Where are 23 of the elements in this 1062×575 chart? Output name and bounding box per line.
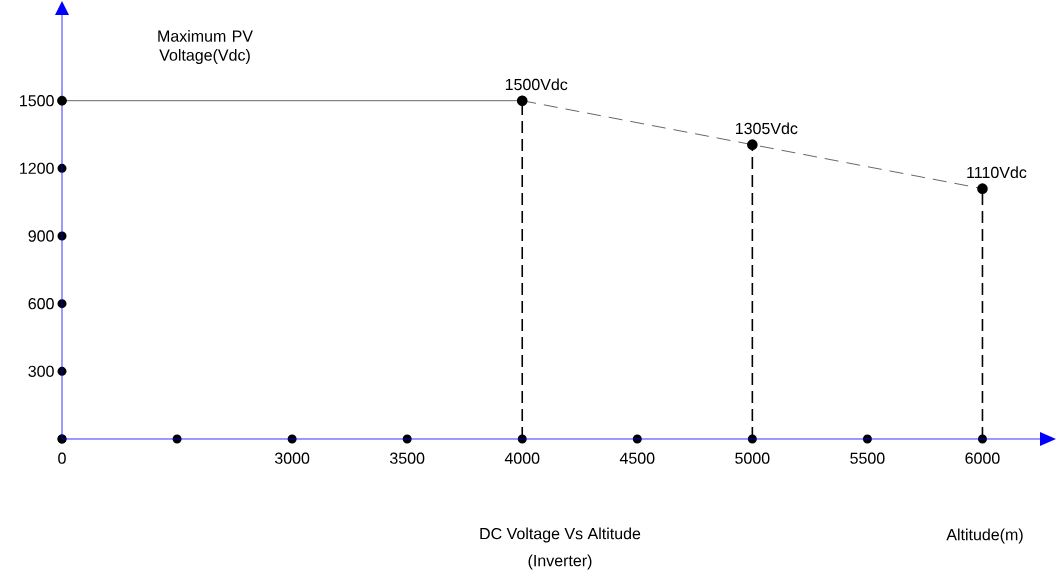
text: (Inverter) <box>528 554 592 570</box>
x-axis-title: Altitude(m) <box>946 528 1023 544</box>
y-axis-title: Maximum PV Voltage(Vdc) <box>158 30 253 64</box>
point <box>747 139 758 150</box>
y-tick-label: 900 <box>28 230 54 242</box>
point <box>977 183 988 194</box>
point <box>57 95 67 106</box>
data-label: 1110Vdc <box>967 166 1027 179</box>
x-tick-label: 4000 <box>504 452 540 464</box>
y-tick-label: 1200 <box>20 162 54 175</box>
x-tick-label: 5000 <box>735 452 770 464</box>
y-tick-label: 300 <box>28 365 54 377</box>
y-tick-label: 1500 <box>20 95 54 107</box>
x-tick-label: 6000 <box>965 452 1000 464</box>
data-label: 1305Vdc <box>735 122 798 135</box>
text: DC Voltage Vs Altitude <box>480 527 641 543</box>
data-label: 1500Vdc <box>505 78 568 91</box>
x-tick-label: 5500 <box>850 452 885 464</box>
x-tick-label: 3500 <box>389 452 425 464</box>
y-tick-label: 600 <box>28 298 54 310</box>
x-tick-label: 4500 <box>619 452 655 464</box>
x-tick-label: 3000 <box>274 452 310 464</box>
x-tick-label: 0 <box>58 452 66 464</box>
